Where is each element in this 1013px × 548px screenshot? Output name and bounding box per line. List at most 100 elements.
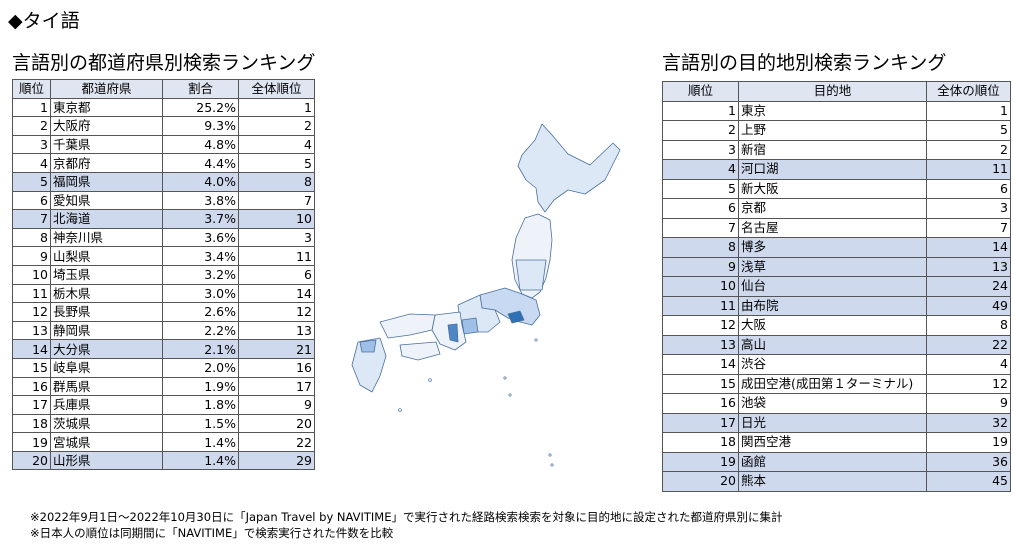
rank-cell: 6 [12, 190, 51, 211]
rank-cell: 10 [662, 276, 739, 297]
table-row: 1 東京 1 [662, 100, 1011, 121]
overall-rank-cell: 20 [238, 413, 315, 434]
overall-rank-cell: 3 [926, 198, 1011, 219]
rank-cell: 20 [662, 471, 739, 492]
overall-rank-cell: 13 [926, 256, 1011, 277]
table-row: 11 栃木県 3.0% 14 [12, 283, 315, 304]
table-row: 19 函館 36 [662, 451, 1011, 472]
overall-rank-cell: 1 [238, 97, 315, 118]
table-row: 6 京都 3 [662, 198, 1011, 219]
table-row: 6 愛知県 3.8% 7 [12, 190, 315, 211]
overall-rank-cell: 7 [926, 217, 1011, 238]
rank-cell: 19 [12, 432, 51, 452]
overall-rank-cell: 4 [926, 354, 1011, 375]
overall-rank-cell: 8 [238, 171, 315, 192]
map-hokkaido [517, 123, 621, 213]
rank-cell: 12 [12, 302, 51, 322]
map-yamagata-miyagi [515, 259, 547, 291]
overall-rank-cell: 5 [238, 153, 315, 173]
prefecture-cell: 長野県 [50, 302, 163, 322]
rank-cell: 11 [662, 295, 739, 316]
table-row: 12 長野県 2.6% 12 [12, 302, 315, 322]
rank-cell: 1 [12, 97, 51, 118]
table-row: 14 渋谷 4 [662, 354, 1011, 375]
overall-rank-cell: 24 [926, 276, 1011, 297]
rank-cell: 8 [662, 237, 739, 258]
destination-cell: 上野 [738, 120, 927, 141]
share-cell: 1.9% [162, 376, 239, 397]
rank-cell: 4 [12, 153, 51, 173]
table-row: 9 浅草 13 [662, 256, 1011, 277]
table-row: 12 大阪 8 [662, 315, 1011, 336]
page-heading: ◆タイ語 [8, 10, 80, 32]
prefecture-cell: 北海道 [50, 209, 163, 229]
japan-map [351, 123, 621, 467]
table-row: 4 京都府 4.4% 5 [12, 153, 315, 173]
col-header-destination: 目的地 [738, 81, 927, 102]
rank-cell: 1 [662, 100, 739, 121]
map-osaka [447, 323, 459, 343]
destination-cell: 関西空港 [738, 432, 927, 453]
destination-cell: 熊本 [738, 471, 927, 492]
prefecture-cell: 東京都 [50, 97, 163, 118]
rank-cell: 14 [662, 354, 739, 375]
table-row: 8 博多 14 [662, 237, 1011, 258]
left-table-title: 言語別の都道府県別検索ランキング [12, 52, 316, 74]
overall-rank-cell: 45 [926, 471, 1011, 492]
share-cell: 3.8% [162, 190, 239, 211]
map-fukuoka [359, 339, 377, 353]
table-row: 3 千葉県 4.8% 4 [12, 134, 315, 155]
share-cell: 1.8% [162, 395, 239, 415]
destination-cell: 由布院 [738, 295, 927, 316]
overall-rank-cell: 14 [926, 237, 1011, 258]
destination-cell: 高山 [738, 334, 927, 355]
table-row: 10 埼玉県 3.2% 6 [12, 264, 315, 285]
overall-rank-cell: 2 [926, 139, 1011, 160]
table-row: 5 福岡県 4.0% 8 [12, 171, 315, 192]
table-row: 15 岐阜県 2.0% 16 [12, 357, 315, 378]
overall-rank-cell: 13 [238, 320, 315, 341]
destination-cell: 大阪 [738, 315, 927, 336]
prefecture-cell: 千葉県 [50, 134, 163, 155]
rank-cell: 18 [12, 413, 51, 434]
rank-cell: 9 [662, 256, 739, 277]
overall-rank-cell: 10 [238, 209, 315, 229]
map-chugoku [379, 313, 436, 339]
rank-cell: 9 [12, 246, 51, 266]
right-table-title: 言語別の目的地別検索ランキング [662, 52, 947, 74]
col-header-overall-rank: 全体の順位 [926, 81, 1011, 102]
table-row: 3 新宿 2 [662, 139, 1011, 160]
overall-rank-cell: 14 [238, 283, 315, 304]
overall-rank-cell: 9 [238, 395, 315, 415]
overall-rank-cell: 16 [238, 357, 315, 378]
rank-cell: 16 [662, 393, 739, 414]
table-row: 2 上野 5 [662, 120, 1011, 141]
overall-rank-cell: 12 [926, 373, 1011, 394]
destination-cell: 東京 [738, 100, 927, 121]
table-row: 20 山形県 1.4% 29 [12, 450, 315, 471]
destination-cell: 池袋 [738, 393, 927, 414]
destination-cell: 河口湖 [738, 159, 927, 180]
share-cell: 2.6% [162, 302, 239, 322]
prefecture-cell: 宮城県 [50, 432, 163, 452]
overall-rank-cell: 17 [238, 376, 315, 397]
rank-cell: 5 [12, 171, 51, 192]
overall-rank-cell: 32 [926, 412, 1011, 433]
share-cell: 1.4% [162, 450, 239, 471]
prefecture-cell: 山形県 [50, 450, 163, 471]
table-row: 13 高山 22 [662, 334, 1011, 355]
share-cell: 3.7% [162, 209, 239, 229]
prefecture-cell: 神奈川県 [50, 227, 163, 248]
table-row: 18 茨城県 1.5% 20 [12, 413, 315, 434]
rank-cell: 13 [12, 320, 51, 341]
overall-rank-cell: 5 [926, 120, 1011, 141]
rank-cell: 17 [662, 412, 739, 433]
rank-cell: 6 [662, 198, 739, 219]
destination-ranking-table: 順位 目的地 全体の順位 1 東京 1 2 上野 5 3 新宿 2 4 河口湖 11 5 新大阪 6 6 京都 3… [662, 81, 1011, 492]
prefecture-cell: 群馬県 [50, 376, 163, 397]
share-cell: 2.1% [162, 339, 239, 359]
rank-cell: 20 [12, 450, 51, 471]
rank-cell: 13 [662, 334, 739, 355]
overall-rank-cell: 22 [238, 432, 315, 452]
share-cell: 3.0% [162, 283, 239, 304]
